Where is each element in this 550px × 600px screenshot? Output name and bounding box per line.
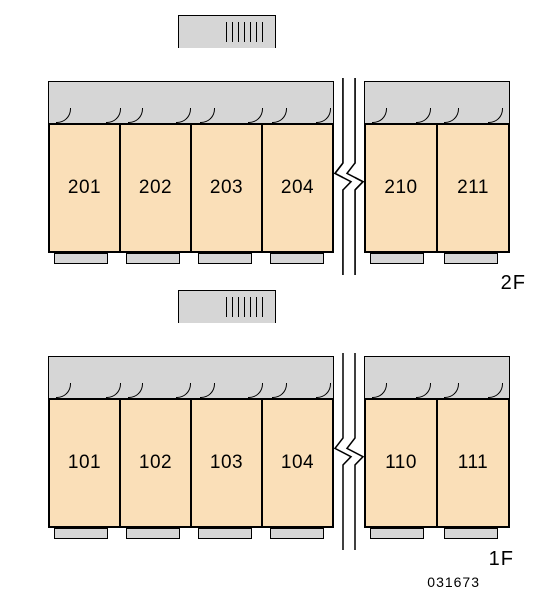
- unit-110: 110: [366, 400, 438, 526]
- unit-label: 201: [68, 177, 101, 199]
- floor-1f: 101 102 103 104 110 111: [48, 323, 510, 548]
- unit-111: 111: [438, 400, 508, 526]
- unit-202: 202: [121, 125, 192, 251]
- unit-201: 201: [50, 125, 121, 251]
- stair-icon: [226, 297, 266, 317]
- unit-101: 101: [50, 400, 121, 526]
- balcony-row-2f: [48, 253, 510, 265]
- floor-2f: 201 202 203 204 210 211: [48, 48, 510, 273]
- units-row-2f: 201 202 203 204 210 211: [48, 123, 510, 253]
- unit-210: 210: [366, 125, 438, 251]
- unit-label: 101: [68, 452, 101, 474]
- stair-block-1f: [178, 290, 276, 323]
- unit-group-right: 110 111: [364, 398, 510, 528]
- balcony-row-1f: [48, 528, 510, 540]
- unit-204: 204: [263, 125, 332, 251]
- unit-group-left: 201 202 203 204: [48, 123, 334, 253]
- unit-label: 110: [385, 452, 417, 474]
- unit-104: 104: [263, 400, 332, 526]
- units-row-1f: 101 102 103 104 110 111: [48, 398, 510, 528]
- floor-label-2f: 2F: [501, 272, 526, 295]
- unit-label: 203: [210, 177, 243, 199]
- unit-label: 210: [384, 177, 417, 199]
- unit-103: 103: [192, 400, 263, 526]
- unit-label: 211: [457, 177, 489, 199]
- unit-group-right: 210 211: [364, 123, 510, 253]
- unit-group-left: 101 102 103 104: [48, 398, 334, 528]
- stair-block-2f: [178, 15, 276, 48]
- unit-label: 111: [458, 452, 488, 474]
- floor-label-1f: 1F: [489, 548, 514, 571]
- unit-label: 204: [281, 177, 314, 199]
- unit-211: 211: [438, 125, 508, 251]
- stair-icon: [226, 22, 266, 42]
- unit-label: 102: [139, 452, 172, 474]
- unit-label: 104: [281, 452, 314, 474]
- plan-id: 031673: [427, 574, 480, 590]
- unit-label: 103: [210, 452, 243, 474]
- unit-203: 203: [192, 125, 263, 251]
- unit-102: 102: [121, 400, 192, 526]
- floorplan-diagram: 201 202 203 204 210 211: [0, 0, 550, 600]
- unit-label: 202: [139, 177, 172, 199]
